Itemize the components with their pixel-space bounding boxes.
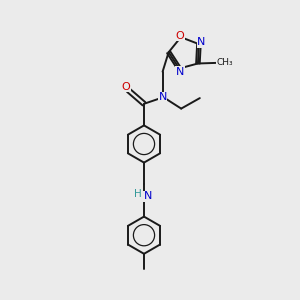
Text: N: N	[176, 67, 184, 76]
Text: H: H	[134, 189, 141, 199]
Text: CH₃: CH₃	[217, 58, 233, 68]
Text: N: N	[143, 191, 152, 201]
Text: O: O	[176, 31, 184, 41]
Text: N: N	[197, 37, 206, 47]
Text: O: O	[122, 82, 130, 92]
Text: N: N	[158, 92, 167, 102]
